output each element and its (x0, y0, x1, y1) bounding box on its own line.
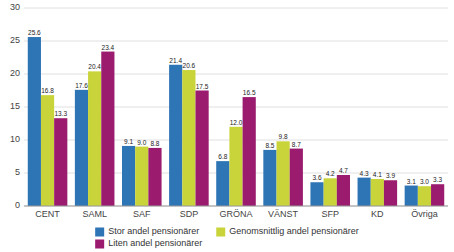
x-tick-label: SAF (133, 209, 151, 219)
grid-line (24, 206, 448, 207)
bar (54, 118, 67, 206)
data-label: 8.8 (150, 140, 159, 147)
grid-line (24, 8, 448, 9)
data-label: 20.4 (88, 63, 101, 70)
bar (243, 97, 256, 206)
x-tick-label: GRÖNA (219, 209, 252, 219)
bar (88, 71, 101, 206)
data-label: 3.0 (420, 178, 429, 185)
series (41, 70, 431, 206)
bar (216, 161, 229, 206)
bar (28, 37, 41, 206)
bar (229, 127, 242, 206)
legend-item: Genomsnittlig andel pensionärer (216, 226, 359, 236)
grid (24, 8, 448, 206)
bar (310, 182, 323, 206)
data-label: 21.4 (169, 57, 182, 64)
bar (418, 186, 431, 206)
legend-label: Genomsnittlig andel pensionärer (229, 226, 359, 236)
data-label: 9.8 (279, 133, 288, 140)
y-tick-label: 30 (10, 2, 20, 12)
series (54, 52, 444, 206)
y-tick-label: 5 (15, 167, 20, 177)
x-tick-label: SAML (82, 209, 107, 219)
y-tick-label: 15 (10, 101, 20, 111)
bar (182, 70, 195, 206)
bar (290, 149, 303, 206)
bar (263, 150, 276, 206)
bar (41, 95, 54, 206)
legend-swatch (216, 228, 225, 237)
data-label: 3.3 (433, 176, 442, 183)
data-label: 8.5 (265, 142, 274, 149)
data-label: 4.2 (326, 170, 335, 177)
data-label: 3.1 (407, 178, 416, 185)
y-tick-label: 10 (10, 134, 20, 144)
y-tick-label: 20 (10, 68, 20, 78)
data-label: 16.8 (41, 87, 54, 94)
bar (195, 91, 208, 207)
data-label: 4.3 (360, 170, 369, 177)
series (28, 37, 418, 206)
data-labels: 25.6 17.6 9.1 21.4 6.8 8.5 3.6 4.3 3.1 16.8 20.4 9.… (28, 29, 442, 185)
x-tick-label: KD (371, 209, 384, 219)
data-label: 17.6 (75, 82, 88, 89)
legend-label: Stor andel pensionärer (108, 226, 199, 236)
data-label: 9.1 (124, 138, 133, 145)
data-label: 23.4 (102, 44, 115, 51)
bar (384, 180, 397, 206)
data-label: 20.6 (183, 62, 196, 69)
x-tick-label: VÄNST (268, 209, 299, 219)
legend-label: Liten andel pensionärer (108, 238, 202, 248)
data-label: 17.5 (196, 83, 209, 90)
data-label: 8.7 (292, 141, 301, 148)
bar (405, 186, 418, 206)
bar (135, 147, 148, 206)
data-label: 3.9 (386, 172, 395, 179)
data-label: 3.6 (313, 174, 322, 181)
x-tick-label: CENT (35, 209, 60, 219)
bar (431, 184, 444, 206)
bar (358, 178, 371, 206)
bar (324, 178, 337, 206)
legend: Stor andel pensionärer Genomsnittlig ande… (95, 226, 359, 248)
bar (169, 65, 182, 206)
legend-item: Liten andel pensionärer (95, 238, 202, 248)
bar (101, 52, 114, 206)
data-label: 13.3 (54, 110, 67, 117)
bar (337, 175, 350, 206)
data-label: 12.0 (230, 119, 243, 126)
bar (371, 179, 384, 206)
legend-swatch (95, 240, 104, 249)
data-label: 9.0 (137, 139, 146, 146)
grid-line (24, 74, 448, 75)
x-tick-label: SDP (180, 209, 199, 219)
data-label: 6.8 (218, 153, 227, 160)
grid-line (24, 41, 448, 42)
data-label: 4.1 (373, 171, 382, 178)
x-tick-label: Övriga (411, 209, 438, 219)
chart: 0 5 10 15 20 25 30 25.6 17.6 9.1 21.4 6.8 8.5 3.6 4.3 3… (0, 0, 454, 252)
bar (75, 90, 88, 206)
x-axis-line (24, 206, 448, 207)
bars (28, 37, 444, 206)
data-label: 25.6 (28, 29, 41, 36)
legend-swatch (95, 228, 104, 237)
bar (148, 148, 161, 206)
x-tick-label: SFP (321, 209, 339, 219)
y-tick-label: 25 (10, 35, 20, 45)
data-label: 4.7 (339, 167, 348, 174)
y-tick-label: 0 (15, 200, 20, 210)
bar (277, 141, 290, 206)
data-label: 16.5 (243, 89, 256, 96)
legend-item: Stor andel pensionärer (95, 226, 199, 236)
bar (122, 146, 135, 206)
